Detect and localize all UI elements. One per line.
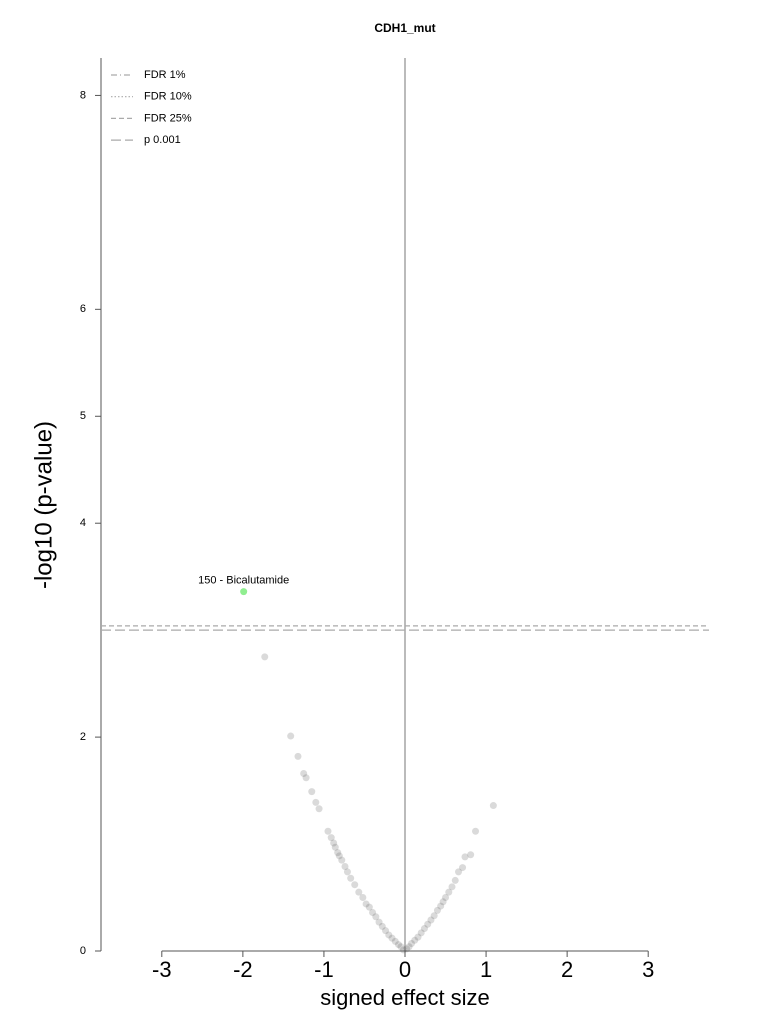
point (300, 769, 308, 777)
point (385, 931, 393, 939)
point (372, 913, 380, 921)
point (302, 774, 310, 782)
point (399, 946, 407, 954)
point (407, 940, 415, 948)
point (355, 888, 363, 896)
point (382, 927, 390, 935)
highlight-label: 150 - Bicalutamide (198, 575, 289, 587)
y-tick-label: 5 (80, 410, 86, 422)
point (330, 839, 338, 847)
point (472, 827, 480, 835)
y-tick-label: 0 (80, 945, 86, 957)
x-tick-label: -1 (314, 957, 334, 982)
x-tick-label: 2 (561, 957, 573, 982)
point (365, 903, 373, 911)
point (411, 936, 419, 944)
x-axis-label: signed effect size (320, 985, 490, 1010)
point (391, 937, 399, 945)
point (331, 843, 339, 851)
legend-label: FDR 25% (144, 112, 192, 124)
point (433, 906, 441, 914)
point (369, 908, 377, 916)
x-tick-label: 3 (642, 957, 654, 982)
point (341, 863, 349, 871)
x-tick-label: -2 (233, 957, 253, 982)
point (461, 853, 469, 861)
point (448, 883, 456, 891)
point (343, 868, 351, 876)
highlight-point (240, 588, 248, 596)
point (308, 788, 316, 796)
point (375, 918, 383, 926)
point (437, 902, 445, 910)
point (397, 943, 405, 951)
legend-label: p 0.001 (144, 134, 181, 146)
point (455, 868, 463, 876)
point (489, 802, 497, 810)
point (287, 732, 295, 740)
point (459, 864, 467, 872)
y-tick-label: 4 (80, 517, 86, 529)
point (439, 898, 447, 906)
point (294, 752, 302, 760)
y-tick-label: 2 (80, 731, 86, 743)
point (315, 805, 323, 813)
point (414, 933, 422, 941)
y-axis-label: -log10 (p-value) (30, 421, 57, 589)
point (467, 851, 475, 859)
point (338, 856, 346, 864)
point (324, 827, 332, 835)
x-tick-label: 0 (399, 957, 411, 982)
point (359, 894, 367, 902)
point (388, 934, 396, 942)
point (327, 834, 335, 842)
point (430, 912, 438, 920)
point (378, 922, 386, 930)
point (351, 881, 359, 889)
point (395, 941, 403, 949)
point (442, 894, 450, 902)
legend-label: FDR 10% (144, 91, 192, 103)
point (445, 888, 453, 896)
legend-label: FDR 1% (144, 69, 186, 81)
point (261, 653, 269, 661)
y-tick-label: 6 (80, 303, 86, 315)
point (334, 849, 342, 857)
point (347, 874, 355, 882)
y-tick-label: 8 (80, 89, 86, 101)
point (335, 852, 343, 860)
point (420, 925, 428, 933)
point (362, 900, 370, 908)
point (405, 943, 413, 951)
point (427, 916, 435, 924)
chart-title: CDH1_mut (374, 21, 435, 35)
x-tick-label: 1 (480, 957, 492, 982)
point (417, 929, 425, 937)
x-tick-label: -3 (152, 957, 172, 982)
point (424, 920, 432, 928)
point (451, 876, 459, 884)
point (403, 945, 411, 953)
point (312, 798, 320, 806)
